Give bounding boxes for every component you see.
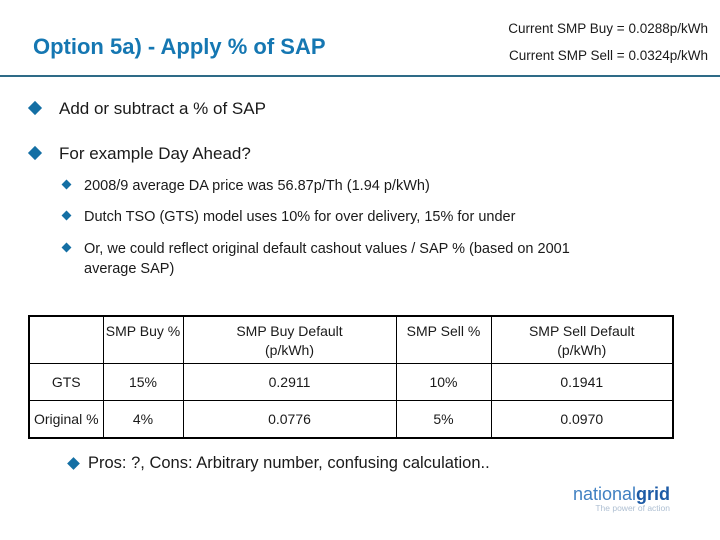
current-smp-sell: Current SMP Sell = 0.0324p/kWh <box>509 48 708 63</box>
header-smp-buy-default: SMP Buy Default (p/kWh) <box>182 315 397 364</box>
header-line: SMP Buy Default <box>236 323 343 339</box>
smp-default-table: SMP Buy % SMP Buy Default (p/kWh) SMP Se… <box>28 315 674 439</box>
cell-buy-pct: 4% <box>102 400 184 439</box>
header-smp-sell-pct: SMP Sell % <box>395 315 492 364</box>
cell-sell-default: 0.0970 <box>490 400 674 439</box>
subbullet-original-default: Or, we could reflect original default ca… <box>61 239 570 279</box>
subbullet-da-price: 2008/9 average DA price was 56.87p/Th (1… <box>61 176 430 196</box>
cell-sell-pct: 10% <box>395 363 492 401</box>
bullet-add-subtract: Add or subtract a % of SAP <box>27 99 266 119</box>
bullet-text: For example Day Ahead? <box>59 144 251 163</box>
subbullet-line1: Or, we could reflect original default ca… <box>84 241 570 257</box>
bullet-text: Pros: ?, Cons: Arbitrary number, confusi… <box>88 454 490 472</box>
nationalgrid-logo: nationalgrid The power of action <box>572 484 670 513</box>
page-title: Option 5a) - Apply % of SAP <box>33 34 326 59</box>
current-smp-buy: Current SMP Buy = 0.0288p/kWh <box>508 21 708 36</box>
header-line: SMP Sell Default <box>528 323 635 339</box>
bullet-pros-cons: Pros: ?, Cons: Arbitrary number, confusi… <box>67 454 490 473</box>
cell-sell-pct: 5% <box>395 400 492 439</box>
subbullet-text: Dutch TSO (GTS) model uses 10% for over … <box>84 209 516 225</box>
row-label: Original % <box>28 400 104 439</box>
header-smp-sell-default: SMP Sell Default (p/kWh) <box>490 315 674 364</box>
table-header-row: SMP Buy % SMP Buy Default (p/kWh) SMP Se… <box>28 315 674 364</box>
logo-wordmark: nationalgrid <box>572 484 670 504</box>
logo-grid: grid <box>636 484 670 504</box>
subbullet-line2: average SAP) <box>84 261 175 277</box>
subbullet-dutch-tso: Dutch TSO (GTS) model uses 10% for over … <box>61 207 516 227</box>
header-line: (p/kWh) <box>557 342 607 358</box>
cell-buy-pct: 15% <box>102 363 184 401</box>
logo-national: national <box>572 484 636 504</box>
header-smp-buy-pct: SMP Buy % <box>102 315 184 364</box>
subbullet-text: Or, we could reflect original default ca… <box>62 239 570 279</box>
row-label: GTS <box>28 363 104 401</box>
table-row-original: Original % 4% 0.0776 5% 0.0970 <box>28 400 674 439</box>
current-smp-info: Current SMP Buy = 0.0288p/kWh Current SM… <box>508 21 708 63</box>
bullet-text: Add or subtract a % of SAP <box>59 99 266 118</box>
bullet-day-ahead: For example Day Ahead? <box>27 144 251 164</box>
header-row-label <box>28 315 104 364</box>
cell-sell-default: 0.1941 <box>490 363 674 401</box>
table-row-gts: GTS 15% 0.2911 10% 0.1941 <box>28 363 674 401</box>
subbullet-text: 2008/9 average DA price was 56.87p/Th (1… <box>84 178 430 194</box>
cell-buy-default: 0.0776 <box>182 400 397 439</box>
title-divider <box>0 75 720 77</box>
header-line: (p/kWh) <box>265 342 314 358</box>
logo-tagline: The power of action <box>595 503 670 513</box>
cell-buy-default: 0.2911 <box>182 363 397 401</box>
